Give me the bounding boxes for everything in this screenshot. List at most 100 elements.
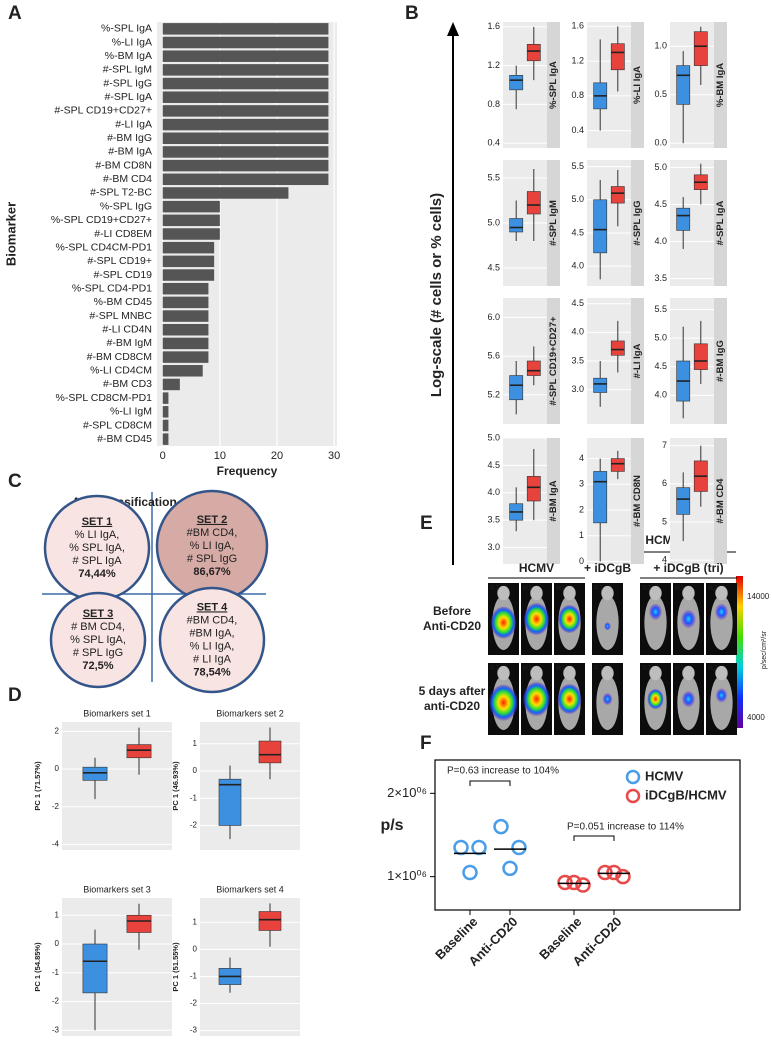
box [526, 191, 541, 215]
legend-marker [625, 769, 641, 785]
box [82, 943, 108, 994]
panel-background [62, 722, 172, 850]
y-tick-label: 6 [662, 478, 667, 488]
y-tick-label: #-SPL CD19+ [87, 255, 152, 267]
y-tick-label: 0 [55, 764, 60, 773]
bar [162, 392, 169, 404]
y-tick-label: 5.0 [571, 194, 584, 204]
mouse-head [649, 665, 662, 681]
y-axis-label: p/s [380, 817, 403, 834]
y-tick-label: 1.2 [487, 60, 500, 70]
mouse-head [682, 665, 695, 681]
strip-label: #-BM CD4 [715, 478, 726, 524]
set-marker: # BM CD4, [71, 621, 125, 633]
y-tick-label: 0 [579, 556, 584, 566]
y-tick-label: 1.0 [654, 41, 667, 51]
dot [597, 864, 613, 881]
set-marker: #BM CD4, [187, 614, 238, 626]
y-tick-label: #-BM CD4 [103, 173, 152, 185]
signal [490, 606, 517, 639]
facet-title: Biomarkers set 1 [83, 708, 151, 718]
panel-background [200, 898, 300, 1036]
set-name: SET 4 [197, 601, 228, 613]
set-marker: # SPL IgA [72, 555, 122, 567]
box [610, 340, 625, 356]
dot [502, 860, 518, 877]
y-tick-label: %-LI IgM [110, 406, 152, 418]
y-tick-label: -1 [190, 972, 198, 981]
box [218, 778, 242, 826]
bar [162, 77, 329, 90]
plot-frame [434, 759, 741, 911]
set-marker: % SPL IgA, [70, 634, 126, 646]
signal [715, 603, 728, 620]
mouse-head [601, 585, 614, 601]
strip-label: #-SPL IgM [548, 200, 559, 246]
y-tick-label: 1×10⁰⁶ [387, 868, 427, 883]
signal [557, 684, 582, 714]
bar [162, 200, 220, 213]
y-tick-label: %-SPL CD4CM-PD1 [56, 241, 153, 253]
strip [547, 298, 560, 424]
set-name: SET 3 [83, 608, 114, 620]
box [526, 476, 541, 502]
y-tick-label: -2 [52, 997, 60, 1006]
strip [631, 438, 644, 564]
y-tick-label: 3 [579, 479, 584, 489]
signal [715, 688, 728, 703]
box [676, 207, 691, 231]
bracket [469, 780, 511, 786]
group-header: + iDCgB (tri) [653, 561, 723, 575]
y-tick-label: #-SPL CD19+CD27+ [54, 105, 152, 117]
set-accuracy: 72,5% [82, 660, 113, 672]
y-tick-label: 3.0 [487, 542, 500, 552]
set-accuracy: 74,44% [78, 568, 116, 580]
y-axis-label: PC 1 (46.93%) [171, 761, 180, 811]
mouse-head [563, 585, 576, 601]
y-tick-label: %-SPL CD4-PD1 [72, 282, 152, 294]
y-tick-label: 0.0 [654, 138, 667, 148]
y-tick-label: #-SPL IgG [103, 77, 152, 89]
mouse-label: R1 [523, 665, 532, 672]
bar [162, 159, 329, 172]
bar [162, 282, 209, 295]
strip [714, 160, 727, 286]
panel-label: E [420, 513, 433, 534]
facet-title: Biomarkers set 2 [216, 708, 284, 718]
legend-label: iDCgB/HCMV [645, 787, 727, 802]
mouse-label: R2 [708, 585, 717, 592]
signal [489, 684, 518, 721]
box [126, 914, 152, 933]
y-tick-label: -4 [52, 839, 60, 848]
box [693, 343, 708, 370]
x-tick-label: 30 [328, 450, 340, 462]
bar [162, 228, 220, 240]
mouse-head [682, 585, 695, 601]
y-tick-label: 5.0 [654, 162, 667, 172]
strip [547, 438, 560, 564]
panel-label: F [420, 733, 432, 754]
legend-label: HCMV [645, 768, 684, 783]
y-tick-label: #-BM IgM [106, 337, 152, 349]
signal [647, 689, 664, 709]
set-marker: # LI IgA [193, 653, 232, 665]
strip-label: #-BM CD8N [632, 475, 643, 527]
y-tick-label: 1.6 [571, 21, 584, 31]
y-tick-label: 2 [55, 727, 60, 736]
panel-background [62, 898, 172, 1036]
facet-title: Biomarkers set 4 [216, 884, 284, 894]
strip [714, 438, 727, 564]
y-tick-label: 1.2 [571, 55, 584, 65]
mouse-head [530, 585, 543, 601]
box [509, 75, 524, 91]
mouse-head [497, 585, 510, 601]
annotation: P=0.63 increase to 104% [447, 766, 559, 777]
y-tick-label: -3 [52, 1025, 60, 1034]
strip-label: #-LI IgA [632, 343, 643, 378]
y-axis-label: PC 1 (54.85%) [33, 942, 42, 992]
dot [575, 877, 591, 893]
mouse-head [715, 665, 728, 681]
strip-label: %-LI IgA [632, 66, 643, 104]
y-tick-label: 0.4 [571, 125, 584, 135]
set-name: SET 2 [197, 514, 228, 526]
